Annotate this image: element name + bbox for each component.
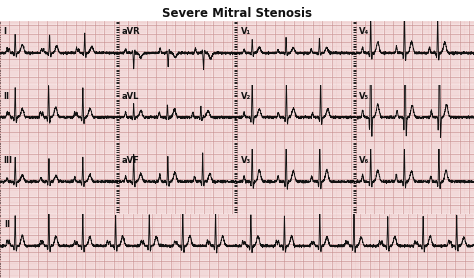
Text: aVR: aVR bbox=[122, 27, 141, 36]
Text: V₁: V₁ bbox=[240, 27, 251, 36]
Text: aVL: aVL bbox=[122, 91, 139, 101]
Text: I: I bbox=[3, 27, 7, 36]
Text: V₃: V₃ bbox=[240, 156, 251, 165]
Text: II: II bbox=[5, 220, 11, 229]
Text: V₆: V₆ bbox=[359, 156, 369, 165]
Text: Severe Mitral Stenosis: Severe Mitral Stenosis bbox=[162, 7, 312, 20]
Text: II: II bbox=[3, 91, 9, 101]
Text: V₂: V₂ bbox=[240, 91, 251, 101]
Text: V₅: V₅ bbox=[359, 91, 369, 101]
Text: III: III bbox=[3, 156, 12, 165]
Text: V₄: V₄ bbox=[359, 27, 369, 36]
Text: aVF: aVF bbox=[122, 156, 140, 165]
